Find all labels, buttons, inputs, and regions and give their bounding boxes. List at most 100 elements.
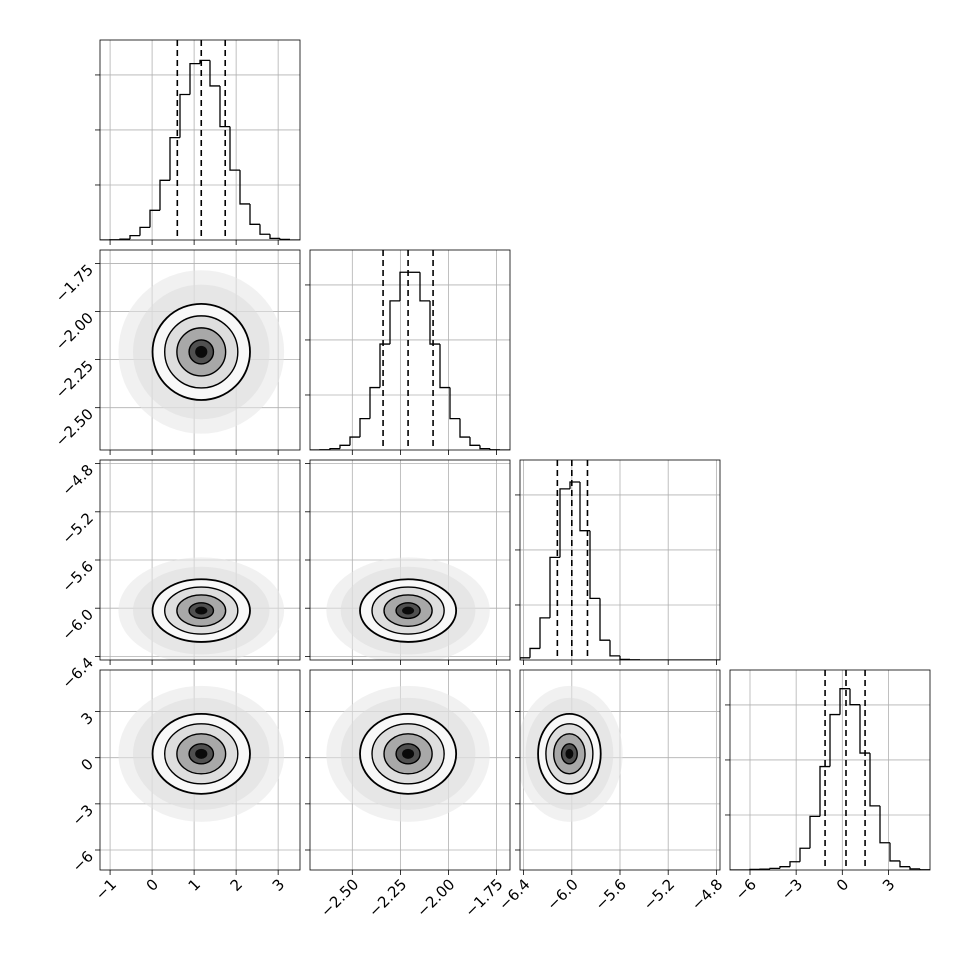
- histogram-step: [330, 449, 340, 450]
- plot-area: [100, 460, 300, 664]
- y-tick-label: −1.75: [52, 261, 97, 306]
- histogram-step: [580, 482, 590, 531]
- y-tick-label: −2.00: [52, 309, 97, 354]
- x-tick-label: −6.4: [495, 875, 533, 913]
- histogram-step: [840, 689, 850, 715]
- x-tick-label: 0: [833, 875, 852, 894]
- histogram-step: [850, 689, 860, 705]
- y-tick-label: 3: [78, 709, 97, 728]
- panel: [95, 40, 300, 245]
- density-shade: [565, 749, 573, 759]
- histogram-step: [550, 557, 560, 618]
- panel: [305, 460, 510, 665]
- panel: −6.4−6.0−5.6−5.2−4.8: [59, 460, 300, 692]
- histogram-step: [830, 715, 840, 767]
- histogram-step: [800, 848, 810, 861]
- histogram-step: [190, 64, 200, 95]
- density-shade: [402, 607, 414, 615]
- histogram-step: [430, 301, 440, 344]
- x-tick-label: 1: [185, 875, 204, 894]
- histogram-step: [420, 272, 430, 301]
- y-tick-label: −3: [69, 801, 97, 829]
- histogram-step: [400, 272, 410, 301]
- histogram-step: [790, 862, 800, 867]
- histogram-step: [460, 419, 470, 437]
- histogram-step: [890, 843, 900, 861]
- density-shade: [195, 607, 207, 615]
- x-tick-label: −6: [732, 875, 760, 903]
- histogram-step: [150, 210, 160, 227]
- plot-area: [730, 670, 930, 870]
- x-tick-label: −3: [778, 875, 806, 903]
- x-tick-label: −4.8: [688, 875, 726, 913]
- histogram-step: [540, 618, 550, 649]
- panel: −6.4 −6.0 −5.6 −5.2 −4.8: [495, 670, 726, 914]
- histogram-step: [390, 301, 400, 344]
- histogram-step: [370, 388, 380, 419]
- axes-frame: [730, 670, 930, 870]
- axes-frame: [310, 250, 510, 450]
- panel: −2.50−2.25−2.00−1.75: [305, 670, 510, 921]
- x-tick-label: 2: [227, 875, 246, 894]
- histogram-step: [770, 868, 780, 869]
- y-tick-label: −4.8: [59, 461, 97, 499]
- histogram-step: [900, 861, 910, 867]
- x-tick-label: −2.00: [413, 875, 458, 920]
- histogram-step: [560, 489, 570, 558]
- plot-area: [310, 250, 510, 450]
- histogram-step: [910, 867, 920, 869]
- histogram-step: [470, 437, 480, 445]
- histogram-step: [260, 224, 270, 234]
- histogram-step: [350, 437, 360, 445]
- panel: [515, 460, 720, 665]
- histogram-step: [480, 445, 490, 448]
- histogram-step: [870, 753, 880, 806]
- histogram-step: [210, 60, 220, 86]
- histogram-step: [280, 238, 290, 239]
- density-shade: [195, 749, 207, 759]
- density-shade: [195, 346, 207, 358]
- plot-area: [100, 670, 300, 870]
- histogram-step: [590, 531, 600, 599]
- histogram-step: [380, 344, 390, 387]
- histogram-step: [230, 127, 240, 170]
- plot-area: [100, 250, 300, 450]
- histogram-step: [450, 388, 460, 419]
- panel: [305, 250, 510, 455]
- plot-area: [310, 460, 510, 664]
- plot-area: [310, 670, 510, 870]
- histogram-step: [130, 236, 140, 240]
- histogram-step: [360, 419, 370, 437]
- histogram-step: [620, 656, 630, 660]
- y-tick-label: −6: [69, 847, 97, 875]
- x-tick-label: −5.6: [592, 875, 630, 913]
- panel: −6 −3 0 3: [725, 670, 930, 904]
- y-tick-label: −5.2: [59, 509, 97, 547]
- histogram-step: [140, 227, 150, 235]
- x-tick-label: 3: [879, 875, 898, 894]
- y-tick-label: −6.4: [59, 654, 97, 692]
- histogram-step: [240, 170, 250, 204]
- histogram-step: [780, 867, 790, 869]
- histogram-step: [170, 138, 180, 181]
- x-tick-label: −1: [92, 875, 120, 903]
- plot-area: [100, 40, 300, 240]
- histogram-step: [250, 204, 260, 224]
- histogram-step: [530, 648, 540, 657]
- x-tick-label: −5.2: [640, 875, 678, 913]
- x-tick-label: −6.0: [543, 875, 581, 913]
- y-tick-label: −6.0: [59, 605, 97, 643]
- density-shade: [402, 749, 414, 759]
- histogram-step: [810, 816, 820, 848]
- plot-area: [516, 670, 720, 870]
- panel: −2.50−2.25−2.00−1.75: [52, 250, 300, 455]
- histogram-step: [340, 445, 350, 448]
- x-tick-label: −2.25: [365, 875, 410, 920]
- histogram-step: [180, 94, 190, 137]
- x-tick-label: −2.50: [317, 875, 362, 920]
- histogram-step: [490, 449, 500, 450]
- plot-area: [520, 460, 720, 660]
- y-tick-label: 0: [78, 755, 97, 774]
